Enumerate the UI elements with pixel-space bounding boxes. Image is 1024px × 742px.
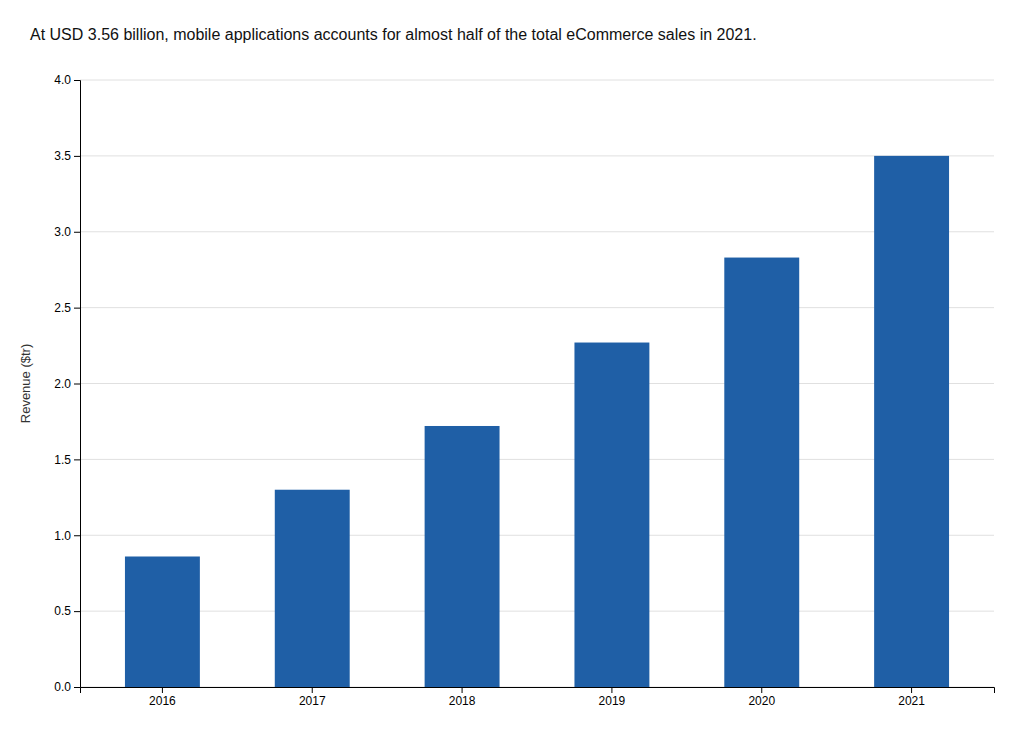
tick-mark xyxy=(74,687,80,688)
x-tick: 2016 xyxy=(149,687,176,708)
y-tick: 3.0 xyxy=(54,225,80,239)
tick-mark xyxy=(761,687,762,693)
bar xyxy=(425,426,500,687)
tick-mark xyxy=(611,687,612,693)
grid-line xyxy=(80,611,994,612)
tick-mark xyxy=(74,384,80,385)
tick-label: 2.0 xyxy=(54,377,71,391)
x-tick: 2021 xyxy=(898,687,925,708)
y-axis-label: Revenue ($tr) xyxy=(18,344,33,423)
y-tick: 1.0 xyxy=(54,529,80,543)
x-axis: 2016 2017 2018 2019 2020 2021 xyxy=(81,687,995,708)
bar xyxy=(874,156,949,687)
tick-mark xyxy=(74,611,80,612)
title: At USD 3.56 billion, mobile applications… xyxy=(30,26,757,43)
grid-line xyxy=(80,459,994,460)
axis-line xyxy=(81,688,995,694)
bar xyxy=(574,343,649,687)
tick-label: 2020 xyxy=(748,694,775,708)
tick-mark xyxy=(312,687,313,693)
chart: 0.00.51.01.52.02.53.03.54.02016201720182… xyxy=(0,0,1024,742)
tick-mark xyxy=(74,80,80,81)
bar xyxy=(125,556,200,687)
y-axis: 0.0 0.5 1.0 1.5 2.0 2.5 3.0 3.5 4.0 xyxy=(54,73,80,694)
grid-line xyxy=(80,383,994,384)
tick-mark xyxy=(911,687,912,693)
y-tick: 0.5 xyxy=(54,604,80,618)
tick-label: 3.5 xyxy=(54,149,71,163)
tick-label: 2017 xyxy=(299,694,326,708)
y-tick: 3.5 xyxy=(54,149,80,163)
tick-label: 3.0 xyxy=(54,225,71,239)
bar xyxy=(275,490,350,687)
tick-label: 2.5 xyxy=(54,301,71,315)
y-tick: 2.5 xyxy=(54,301,80,315)
tick-label: 2019 xyxy=(599,694,626,708)
bar xyxy=(724,258,799,687)
tick-label: 1.5 xyxy=(54,453,71,467)
y-tick: 4.0 xyxy=(54,73,80,87)
tick-label: 0.5 xyxy=(54,604,71,618)
tick-label: 1.0 xyxy=(54,529,71,543)
grid-line xyxy=(80,155,994,156)
y-tick: 0.0 xyxy=(54,680,80,694)
bars xyxy=(125,156,949,687)
plot: 0.00.51.01.52.02.53.03.54.02016201720182… xyxy=(54,73,994,707)
tick-label: 2018 xyxy=(449,694,476,708)
grid-line xyxy=(80,231,994,232)
tick-mark xyxy=(74,308,80,309)
x-tick: 2018 xyxy=(449,687,476,708)
tick-mark xyxy=(74,232,80,233)
tick-label: 4.0 xyxy=(54,73,71,87)
grid xyxy=(80,80,994,687)
x-tick: 2017 xyxy=(299,687,326,708)
x-tick: 2020 xyxy=(748,687,775,708)
tick-mark xyxy=(162,687,163,693)
tick-mark xyxy=(74,459,80,460)
grid-line xyxy=(80,307,994,308)
tick-mark xyxy=(74,156,80,157)
tick-label: 2021 xyxy=(898,694,925,708)
y-tick: 2.0 xyxy=(54,377,80,391)
x-tick: 2019 xyxy=(599,687,626,708)
tick-label: 0.0 xyxy=(54,680,71,694)
axis-line xyxy=(74,81,81,688)
grid-line xyxy=(80,535,994,536)
y-tick: 1.5 xyxy=(54,453,80,467)
tick-label: 2016 xyxy=(149,694,176,708)
grid-line xyxy=(80,80,994,81)
tick-mark xyxy=(74,535,80,536)
tick-mark xyxy=(462,687,463,693)
